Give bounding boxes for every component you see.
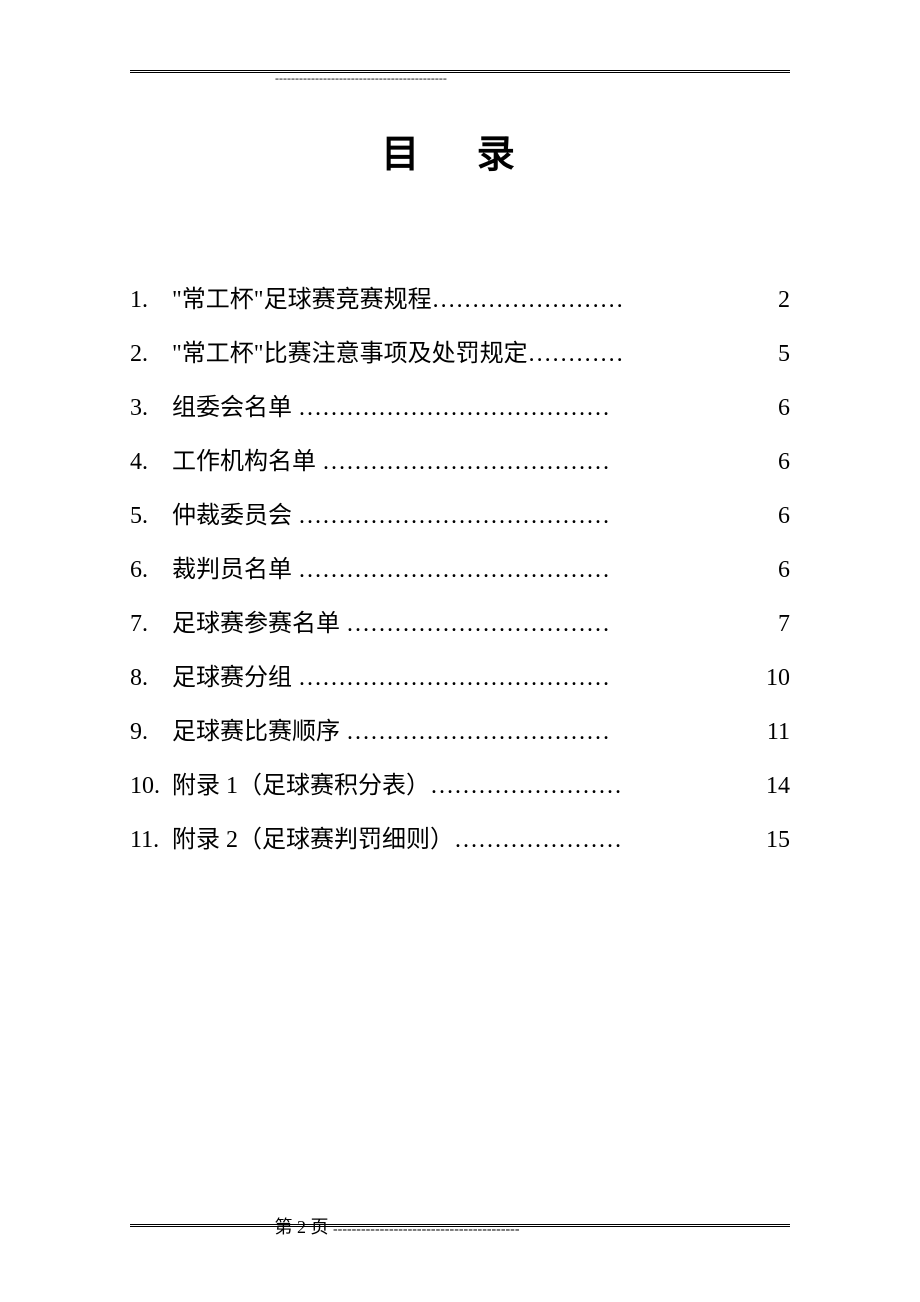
toc-number: 3. — [130, 396, 172, 420]
toc-row: 1. "常工杯"足球赛竞赛规程 …………………… 2 — [130, 288, 790, 312]
toc-page: 14 — [762, 774, 790, 798]
toc-leader: …………………………… — [346, 720, 762, 744]
toc-label: "常工杯"足球赛竞赛规程 — [172, 288, 432, 312]
footer-dash-line: ---------------------------------------- — [333, 1222, 519, 1237]
toc-leader: ………………………………… — [298, 396, 762, 420]
toc-leader: …………………… — [430, 774, 756, 798]
toc-row: 9. 足球赛比赛顺序 …………………………… 11 — [130, 720, 790, 744]
header-dash-line: ----------------------------------------… — [275, 71, 447, 86]
toc-page: 7 — [762, 612, 790, 636]
toc-number: 11. — [130, 828, 172, 852]
toc-row: 2. "常工杯"比赛注意事项及处罚规定 ………… 5 — [130, 342, 790, 366]
toc-page: 15 — [762, 828, 790, 852]
toc-label: "常工杯"比赛注意事项及处罚规定 — [172, 342, 528, 366]
toc-page: 6 — [762, 504, 790, 528]
toc-leader: ……………………………… — [322, 450, 762, 474]
toc-row: 6. 裁判员名单 ………………………………… 6 — [130, 558, 790, 582]
toc-number: 8. — [130, 666, 172, 690]
toc-number: 7. — [130, 612, 172, 636]
toc-label: 工作机构名单 — [172, 450, 316, 474]
toc-page: 11 — [762, 720, 790, 744]
toc-leader: ………………………………… — [298, 558, 762, 582]
toc-row: 11. 附录 2（足球赛判罚细则） ………………… 15 — [130, 828, 790, 852]
toc-label: 附录 2（足球赛判罚细则） — [172, 828, 454, 852]
toc-label: 足球赛分组 — [172, 666, 292, 690]
toc-label: 仲裁委员会 — [172, 504, 292, 528]
footer-page-number: 第 2 页 — [275, 1217, 329, 1237]
toc-page: 2 — [762, 288, 790, 312]
footer-content: 第 2 页 ----------------------------------… — [130, 1213, 790, 1239]
toc-leader: ………… — [528, 342, 762, 366]
toc-number: 4. — [130, 450, 172, 474]
table-of-contents: 1. "常工杯"足球赛竞赛规程 …………………… 2 2. "常工杯"比赛注意事… — [130, 288, 790, 852]
toc-leader: …………………… — [432, 288, 762, 312]
toc-label: 组委会名单 — [172, 396, 292, 420]
toc-number: 6. — [130, 558, 172, 582]
document-page: ----------------------------------------… — [0, 0, 920, 852]
toc-row: 10. 附录 1（足球赛积分表） …………………… 14 — [130, 774, 790, 798]
toc-page: 6 — [762, 450, 790, 474]
toc-number: 1. — [130, 288, 172, 312]
toc-page: 5 — [762, 342, 790, 366]
toc-number: 2. — [130, 342, 172, 366]
toc-label: 足球赛比赛顺序 — [172, 720, 340, 744]
footer-lead-space — [130, 1232, 270, 1233]
toc-row: 8. 足球赛分组 ………………………………… 10 — [130, 666, 790, 690]
toc-number: 9. — [130, 720, 172, 744]
toc-label: 足球赛参赛名单 — [172, 612, 340, 636]
toc-number: 5. — [130, 504, 172, 528]
toc-page: 6 — [762, 396, 790, 420]
toc-page: 10 — [762, 666, 790, 690]
toc-leader: ………………… — [454, 828, 756, 852]
toc-row: 3. 组委会名单 ………………………………… 6 — [130, 396, 790, 420]
toc-label: 附录 1（足球赛积分表） — [172, 774, 430, 798]
toc-row: 4. 工作机构名单 ……………………………… 6 — [130, 450, 790, 474]
header-rule: ----------------------------------------… — [130, 70, 790, 73]
page-title: 目 录 — [130, 123, 790, 178]
toc-row: 5. 仲裁委员会 ………………………………… 6 — [130, 504, 790, 528]
toc-label: 裁判员名单 — [172, 558, 292, 582]
footer-rule: 第 2 页 ----------------------------------… — [130, 1224, 790, 1227]
toc-leader: …………………………… — [346, 612, 762, 636]
toc-leader: ………………………………… — [298, 666, 762, 690]
toc-row: 7. 足球赛参赛名单 …………………………… 7 — [130, 612, 790, 636]
toc-page: 6 — [762, 558, 790, 582]
toc-number: 10. — [130, 774, 172, 798]
toc-leader: ………………………………… — [298, 504, 762, 528]
